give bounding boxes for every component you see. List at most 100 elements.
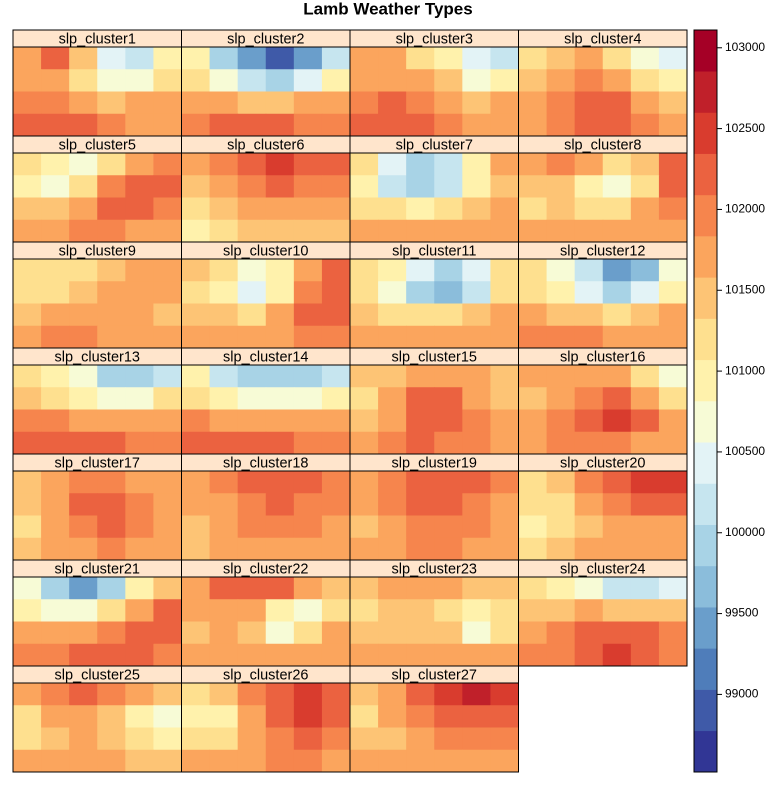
heat-cell <box>350 281 379 304</box>
colorbar-tick-label: 99500 <box>725 606 759 620</box>
heat-cell <box>378 325 407 349</box>
heat-cell <box>518 175 548 198</box>
heat-cell <box>658 91 688 115</box>
heat-cell <box>97 387 126 410</box>
heat-cell <box>13 325 42 349</box>
heat-cell <box>293 303 323 327</box>
heat-cell <box>237 727 267 751</box>
heat-cell <box>265 47 295 70</box>
heat-cell <box>181 727 211 751</box>
heat-cell <box>97 643 126 667</box>
heat-cell <box>181 577 211 600</box>
colorbar-band <box>694 277 717 319</box>
heat-cell <box>602 599 632 622</box>
heat-cell <box>293 643 323 667</box>
heat-cell <box>574 197 604 221</box>
heat-cell <box>602 219 632 243</box>
heat-cell <box>350 577 379 600</box>
heat-cell <box>41 515 70 539</box>
heat-cell <box>406 431 435 455</box>
heat-cell <box>378 705 407 728</box>
heat-cell <box>574 599 604 622</box>
heat-cell <box>265 197 295 221</box>
heat-cell <box>265 471 295 494</box>
heat-cell <box>69 303 98 327</box>
heat-cell <box>350 599 379 622</box>
colorbar-band <box>694 730 717 773</box>
heat-cell <box>518 281 548 304</box>
colorbar-tick-label: 99000 <box>725 687 759 701</box>
heat-cell <box>41 175 70 198</box>
heat-cell <box>406 537 435 561</box>
heat-cell <box>237 493 267 516</box>
heat-cell <box>434 113 463 137</box>
colorbar-band <box>694 318 717 361</box>
heat-cell <box>69 683 98 706</box>
heat-cell <box>209 727 239 751</box>
heat-cell <box>265 175 295 198</box>
heat-cell <box>181 515 211 539</box>
heat-cell <box>630 409 660 433</box>
heat-cell <box>181 621 211 645</box>
heat-cell <box>490 749 519 773</box>
heat-cell <box>406 365 435 388</box>
heat-cell <box>181 749 211 773</box>
heat-cell <box>125 749 154 773</box>
heat-cell <box>406 493 435 516</box>
panel-title: slp_cluster26 <box>223 667 308 683</box>
heat-cell <box>574 471 604 494</box>
heat-cell <box>237 175 267 198</box>
heat-cell <box>209 175 239 198</box>
heat-cell <box>462 471 491 494</box>
heat-cell <box>350 303 379 327</box>
heat-cell <box>378 219 407 243</box>
heat-cell <box>658 259 688 282</box>
heat-cell <box>546 113 576 137</box>
heat-cell <box>490 365 519 388</box>
heat-cell <box>125 365 154 388</box>
heat-cell <box>125 409 154 433</box>
heat-cell <box>378 537 407 561</box>
heat-cell <box>602 325 632 349</box>
heat-cell <box>237 259 267 282</box>
heat-cell <box>518 113 548 137</box>
heat-cell <box>602 515 632 539</box>
heat-cell <box>630 113 660 137</box>
heat-cell <box>209 91 239 115</box>
heat-cell <box>125 431 154 455</box>
colorbar-band <box>694 71 717 113</box>
heat-cell <box>69 409 98 433</box>
heat-cell <box>658 537 688 561</box>
heat-cell <box>434 705 463 728</box>
heat-cell <box>350 47 379 70</box>
heat-cell <box>13 683 42 706</box>
heat-cell <box>546 47 576 70</box>
heat-cell <box>518 643 548 667</box>
heat-cell <box>630 621 660 645</box>
colorbar-band <box>694 359 717 402</box>
heat-cell <box>41 409 70 433</box>
heat-cell <box>181 537 211 561</box>
heat-cell <box>630 153 660 176</box>
heat-cell <box>574 175 604 198</box>
heat-cell <box>462 69 491 92</box>
heat-cell <box>41 387 70 410</box>
panel-title: slp_cluster9 <box>59 243 136 259</box>
heat-cell <box>658 153 688 176</box>
heat-cell <box>350 113 379 137</box>
heat-cell <box>97 113 126 137</box>
heat-cell <box>490 259 519 282</box>
colorbar-band <box>694 401 717 443</box>
colorbar-tick-label: 102000 <box>725 202 765 216</box>
heat-cell <box>406 325 435 349</box>
heat-cell <box>209 409 239 433</box>
heat-cell <box>125 727 154 751</box>
heat-cell <box>602 281 632 304</box>
heat-cell <box>462 365 491 388</box>
heat-cell <box>630 259 660 282</box>
heat-cell <box>181 409 211 433</box>
heat-cell <box>350 515 379 539</box>
panel-title: slp_cluster1 <box>59 31 136 47</box>
heat-cell <box>546 259 576 282</box>
heat-cell <box>69 599 98 622</box>
